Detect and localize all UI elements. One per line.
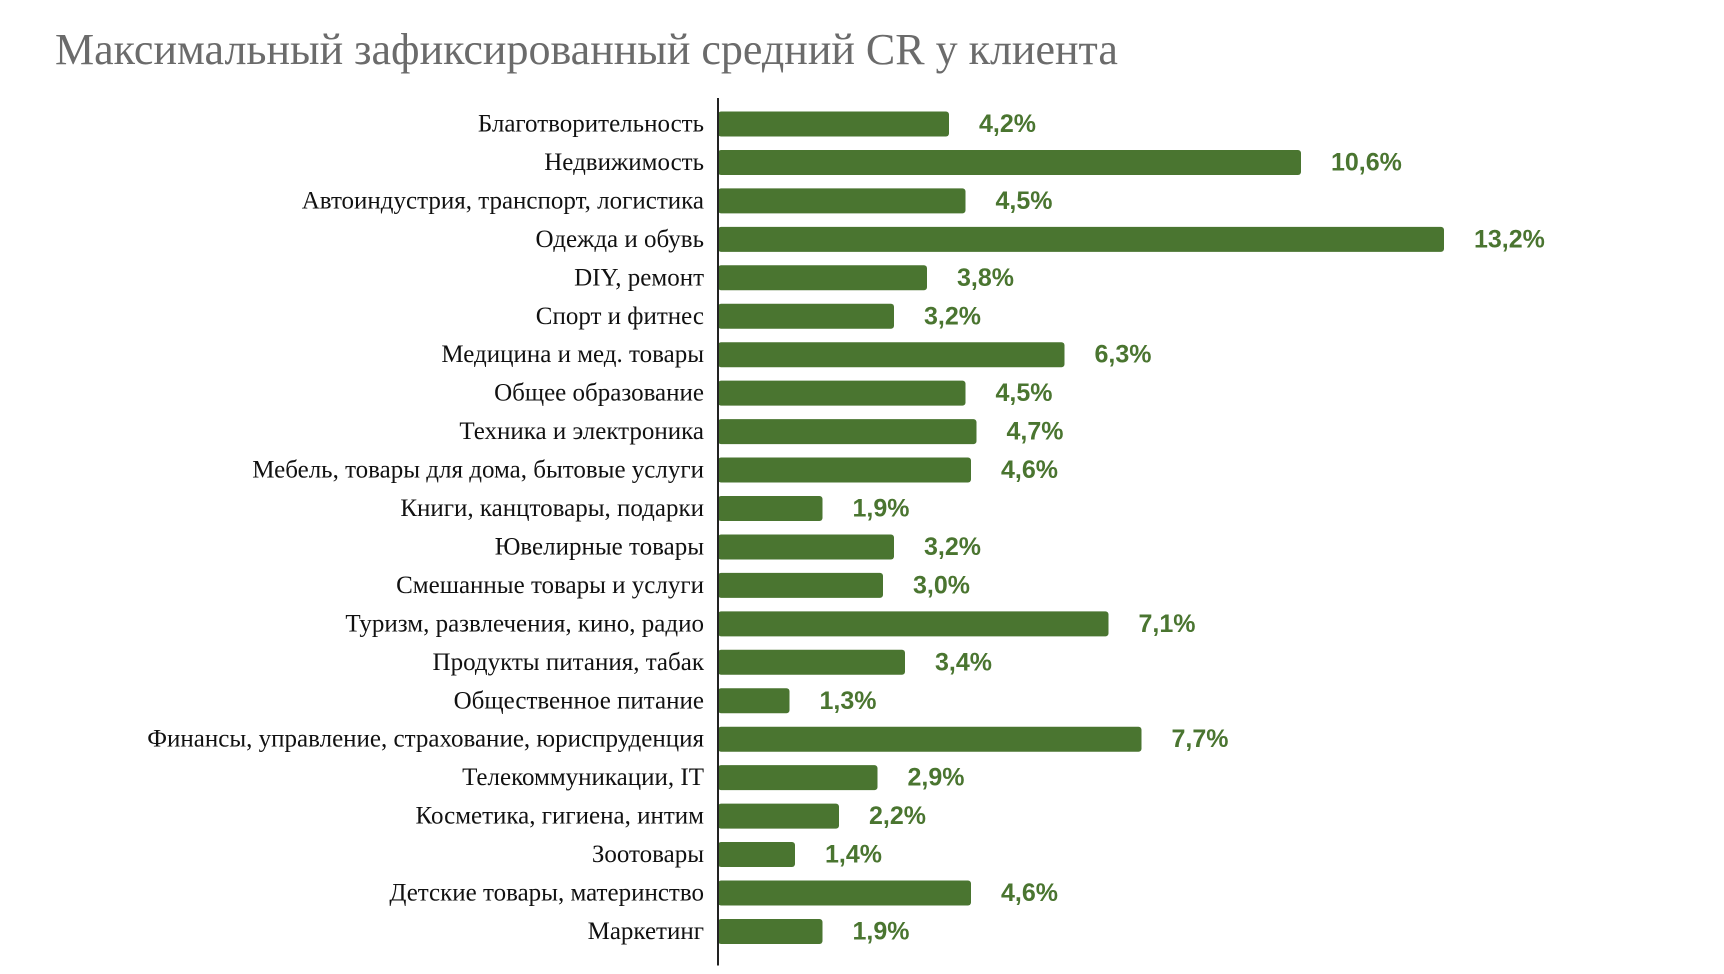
category-label: Благотворительность <box>478 111 704 138</box>
category-label: Книги, канцтовары, подарки <box>400 495 704 522</box>
value-label: 3,8% <box>957 264 1014 292</box>
value-label: 13,2% <box>1474 225 1545 253</box>
value-label: 7,1% <box>1139 610 1196 638</box>
category-label: Общественное питание <box>454 687 704 714</box>
value-label: 2,2% <box>869 802 926 830</box>
bar <box>718 765 878 791</box>
category-label: Продукты питания, табак <box>433 649 705 676</box>
bar <box>718 111 949 137</box>
category-label: Детские товары, материнство <box>389 880 704 907</box>
value-label: 7,7% <box>1172 725 1229 753</box>
value-label: 4,2% <box>979 110 1036 138</box>
chart-title: Максимальный зафиксированный средний CR … <box>55 25 1118 74</box>
value-label: 1,9% <box>853 495 910 523</box>
bar <box>718 803 839 829</box>
bar <box>718 842 795 868</box>
category-label: Финансы, управление, страхование, юриспр… <box>147 726 704 753</box>
value-label: 4,5% <box>996 187 1053 215</box>
value-label: 3,4% <box>935 648 992 676</box>
value-label: 4,6% <box>1001 456 1058 484</box>
bar <box>718 188 966 214</box>
bars-layer: Благотворительность 4,2% Недвижимость 10,6%… <box>147 110 1545 945</box>
category-label: Зоотовары <box>592 841 704 868</box>
category-label: Общее образование <box>494 380 704 407</box>
value-label: 4,7% <box>1007 418 1064 446</box>
category-label: Маркетинг <box>588 918 704 945</box>
category-label: Недвижимость <box>544 149 704 176</box>
bar <box>718 611 1109 637</box>
category-label: Ювелирные товары <box>495 533 704 560</box>
category-label: Одежда и обувь <box>536 226 704 253</box>
bar <box>718 534 894 560</box>
bar <box>718 149 1301 175</box>
value-label: 2,9% <box>908 764 965 792</box>
category-label: Смешанные товары и услуги <box>396 572 704 599</box>
bar <box>718 918 823 944</box>
value-label: 10,6% <box>1331 148 1402 176</box>
category-label: Косметика, гигиена, интим <box>416 803 705 830</box>
value-label: 1,3% <box>820 687 877 715</box>
value-label: 1,4% <box>825 841 882 869</box>
value-label: 6,3% <box>1095 341 1152 369</box>
bar <box>718 226 1444 252</box>
bar <box>718 572 883 598</box>
bar <box>718 457 971 483</box>
category-label: Туризм, развлечения, кино, радио <box>345 610 704 637</box>
bar <box>718 688 790 714</box>
bar <box>718 265 927 291</box>
category-label: Автоиндустрия, транспорт, логистика <box>302 187 704 214</box>
category-label: Медицина и мед. товары <box>441 341 704 368</box>
value-label: 3,2% <box>924 533 981 561</box>
category-label: Спорт и фитнес <box>536 303 704 330</box>
bar <box>718 726 1142 752</box>
value-label: 3,2% <box>924 302 981 330</box>
bar <box>718 303 894 329</box>
value-label: 4,6% <box>1001 879 1058 907</box>
category-label: Мебель, товары для дома, бытовые услуги <box>252 457 704 484</box>
value-label: 1,9% <box>853 917 910 945</box>
bar <box>718 342 1065 368</box>
bar <box>718 649 905 675</box>
value-label: 4,5% <box>996 379 1053 407</box>
bar <box>718 880 971 906</box>
category-label: Телекоммуникации, IT <box>462 764 704 791</box>
bar <box>718 419 977 445</box>
category-label: Техника и электроника <box>459 418 704 445</box>
category-label: DIY, ремонт <box>574 264 704 291</box>
value-label: 3,0% <box>913 571 970 599</box>
bar <box>718 380 966 406</box>
bar <box>718 496 823 521</box>
